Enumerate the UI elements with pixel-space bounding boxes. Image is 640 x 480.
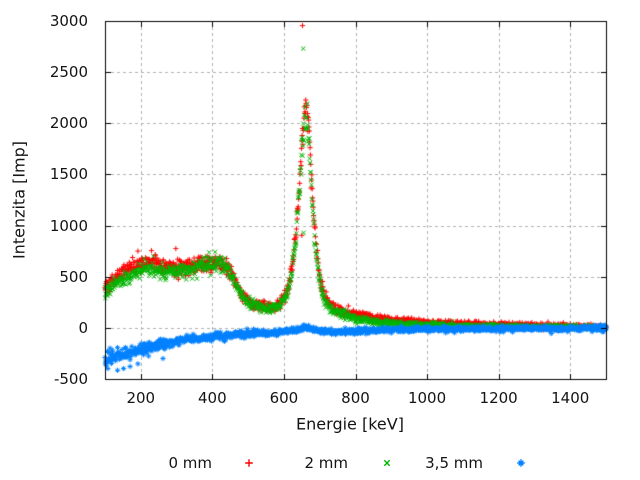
- legend-label-3-5mm: 3,5 mm: [425, 454, 483, 472]
- x-axis-tick-label: 1200: [479, 389, 518, 407]
- y-axis-tick-label: 3000: [49, 12, 88, 30]
- y-axis-tick-label: 2000: [49, 114, 88, 133]
- legend-label-2mm: 2 mm: [304, 454, 348, 472]
- y-axis-tick-label: 1500: [49, 165, 88, 184]
- x-axis-label: Energie [keV]: [296, 414, 404, 434]
- y-axis-tick-label: 1000: [49, 216, 88, 235]
- x-axis-tick-label: 400: [198, 389, 227, 407]
- x-axis-tick-label: 600: [269, 389, 299, 407]
- asterisk-marker-icon: [517, 459, 525, 467]
- legend-label-0mm: 0 mm: [168, 454, 212, 472]
- y-axis-tick-label: 500: [59, 267, 88, 286]
- y-axis-label: Intenzita [Imp]: [9, 140, 29, 260]
- x-axis-tick-label: 1000: [407, 389, 447, 407]
- y-axis-tick-label: 0: [78, 318, 88, 337]
- x-axis-tick-label: 200: [126, 389, 156, 407]
- x-axis-tick-label: 800: [341, 389, 370, 407]
- plus-marker-icon: [245, 459, 253, 467]
- x-axis-tick-label: 1400: [551, 389, 590, 407]
- y-axis-tick-label: -500: [53, 370, 88, 388]
- y-axis-tick-label: 2500: [49, 63, 88, 82]
- cross-marker-icon: [383, 459, 391, 467]
